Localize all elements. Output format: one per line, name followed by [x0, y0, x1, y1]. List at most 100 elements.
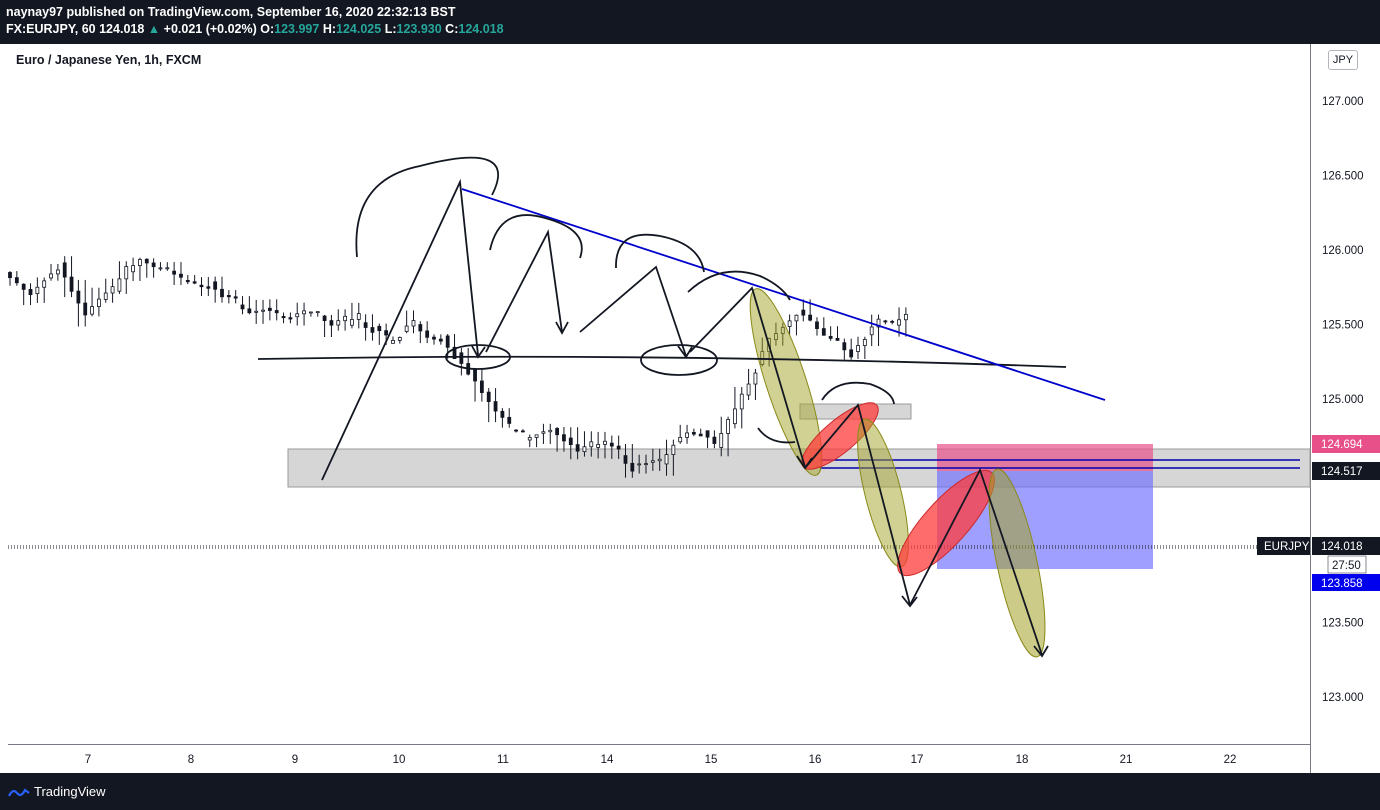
pink-risk-zone[interactable]	[937, 444, 1153, 471]
red-ellipse-2[interactable]	[884, 458, 1008, 589]
price-axis-ticks: 127.000 126.500 126.000 125.500 125.000 123.5…	[1322, 96, 1364, 704]
green-ellipse-3[interactable]	[977, 465, 1056, 661]
candle-body-41	[288, 317, 293, 320]
current-price-bg	[1312, 537, 1380, 555]
candle-body-9	[69, 276, 74, 292]
high-label: H:	[322, 22, 337, 36]
candle-body-114	[787, 320, 792, 327]
ohlc-line: FX:EURJPY, 60 124.018 ▲ +0.021 (+0.02%) …	[6, 22, 504, 36]
time-tick-4: 11	[497, 754, 509, 766]
candle-body-129	[890, 320, 895, 323]
candle-body-39	[274, 310, 279, 314]
candle-body-96	[664, 454, 669, 465]
candle-body-21	[151, 262, 156, 268]
candle-body-54	[377, 325, 382, 332]
candle-body-49	[343, 315, 348, 322]
candle-body-76	[527, 437, 532, 441]
axis-separator	[1310, 44, 1311, 773]
candle-body-27	[192, 281, 197, 284]
publish-header: naynay97 published on TradingView.com, S…	[0, 0, 1380, 44]
countdown-bg	[1327, 555, 1367, 574]
candle-body-115	[794, 314, 799, 322]
price-change: +0.021 (+0.02%)	[163, 22, 257, 36]
price-label-black-bg	[1312, 462, 1380, 480]
candle-body-77	[534, 434, 539, 438]
candle-body-43	[302, 310, 306, 315]
candle-body-0	[8, 272, 12, 279]
price-label-pink: 124.694	[1321, 439, 1363, 451]
candle-body-26	[185, 280, 190, 283]
candle-body-123	[849, 349, 854, 358]
candle-body-79	[548, 429, 553, 433]
currency-badge[interactable]: JPY	[1328, 50, 1358, 70]
time-tick-0: 7	[85, 754, 91, 766]
neckline[interactable]	[257, 355, 1067, 368]
candle-body-89	[616, 445, 621, 450]
last-price: 124.018	[99, 22, 145, 36]
candle-body-119	[821, 328, 826, 336]
candle-body-107	[739, 393, 744, 410]
time-tick-10: 21	[1120, 754, 1133, 766]
candle-body-30	[213, 281, 218, 290]
candle-body-122	[842, 342, 847, 351]
candle-body-65	[452, 346, 457, 360]
candle-body-56	[391, 340, 395, 344]
candle-body-69	[479, 380, 484, 393]
close-label: C:	[445, 22, 459, 36]
tradingview-logo-icon	[8, 788, 30, 797]
publisher-line: naynay97 published on TradingView.com, S…	[6, 5, 456, 19]
candle-body-66	[459, 352, 464, 364]
chart-pane[interactable]	[8, 44, 1310, 744]
candle-body-37	[261, 309, 265, 312]
candle-body-4	[35, 286, 40, 295]
candle-body-45	[315, 311, 320, 314]
blue-price-label: 123.858	[1321, 578, 1363, 590]
candle-body-106	[733, 408, 737, 425]
price-tick-6: 123.000	[1322, 692, 1364, 704]
candle-body-52	[363, 322, 368, 328]
candle-body-108	[746, 383, 751, 396]
candle-body-63	[438, 338, 443, 342]
candle-body-100	[691, 431, 696, 435]
time-tick-11: 22	[1224, 754, 1237, 766]
candle-body-120	[828, 335, 833, 339]
low-label: L:	[384, 22, 397, 36]
time-axis[interactable]	[8, 744, 1311, 774]
price-axis[interactable]	[1311, 44, 1380, 773]
candle-body-58	[404, 325, 409, 332]
price-tick-5: 123.500	[1322, 618, 1364, 630]
candle-body-121	[835, 337, 840, 341]
drawn-curves[interactable]	[355, 156, 895, 444]
green-ellipse-1[interactable]	[737, 283, 836, 482]
open-value: 123.997	[274, 22, 320, 36]
candle-body-95	[657, 458, 662, 462]
drawn-arrows[interactable]	[321, 178, 1049, 658]
candle-body-94	[650, 460, 655, 463]
candle-body-125	[862, 339, 867, 346]
candle-body-19	[138, 259, 142, 267]
candle-body-36	[254, 310, 259, 313]
symbol-description: Euro / Japanese Yen, 1h, FXCM	[16, 53, 202, 67]
candle-body-93	[644, 463, 648, 466]
candle-body-74	[514, 429, 518, 432]
candle-body-97	[671, 444, 676, 456]
descending-trendline[interactable]	[461, 188, 1106, 401]
candle-body-48	[336, 320, 341, 326]
candle-body-55	[384, 330, 389, 336]
price-tick-1: 126.500	[1322, 171, 1364, 183]
symbol-tag-bg	[1257, 537, 1310, 555]
price-tick-0: 127.000	[1322, 96, 1364, 108]
candle-body-84	[582, 446, 587, 453]
candle-body-1	[14, 277, 19, 284]
blue-price-bg	[1312, 574, 1380, 591]
price-labels: 124.694 124.517 EURJPY 124.018 27:50 123…	[1257, 435, 1380, 591]
time-tick-3: 10	[393, 754, 406, 766]
candle-body-131	[903, 313, 908, 321]
candle-body-92	[637, 463, 642, 466]
candle-body-16	[117, 278, 122, 292]
candle-body-78	[541, 431, 546, 434]
candle-body-117	[808, 314, 813, 321]
candlestick-series	[8, 256, 908, 478]
candle-body-88	[609, 442, 614, 447]
